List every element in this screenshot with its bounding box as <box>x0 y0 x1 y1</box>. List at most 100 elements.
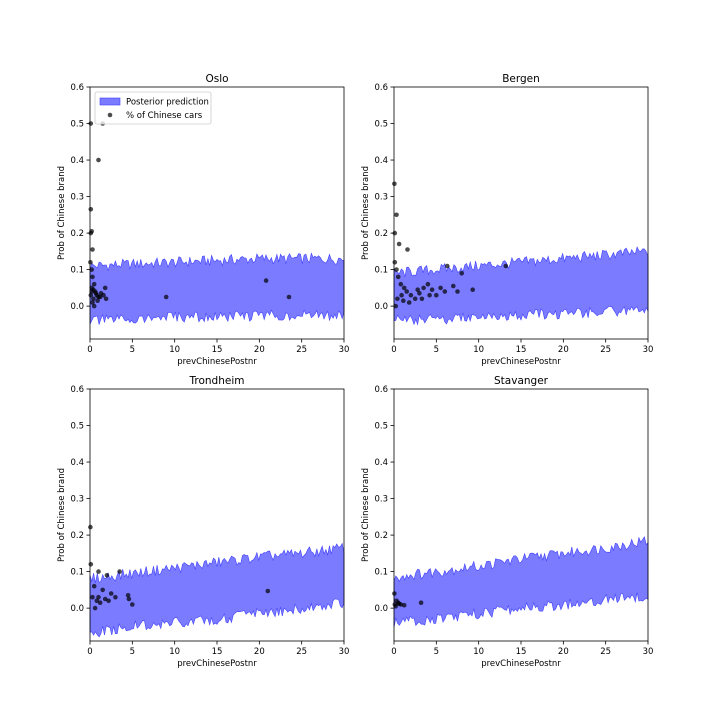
x-tick-label: 15 <box>212 647 223 657</box>
subplot-title: Trondheim <box>189 375 245 387</box>
x-tick-label: 25 <box>600 345 611 355</box>
y-tick-label: 0.1 <box>70 568 84 578</box>
legend-label: Posterior prediction <box>126 98 209 108</box>
x-tick-label: 0 <box>87 345 92 355</box>
y-axis-label: Prob of Chinese brand <box>57 166 67 260</box>
data-point <box>93 291 99 296</box>
data-point <box>459 271 465 276</box>
y-tick-label: 0.2 <box>374 229 388 239</box>
y-tick-label: 0.1 <box>374 568 388 578</box>
subplot-oslo: 0 5 10 15 20 25 30 0.0 0.1 0.2 0.3 0.4 0.5 0.6 Oslo pre… <box>57 73 349 367</box>
x-tick-label: 5 <box>434 345 439 355</box>
data-point <box>90 274 95 280</box>
y-axis-label: Prob of Chinese brand <box>361 166 371 260</box>
subplot-stavanger: 0 5 10 15 20 25 30 0.0 0.1 0.2 0.3 0.4 0.5 0.6 Stavang… <box>361 375 653 669</box>
x-tick-label: 25 <box>296 647 307 657</box>
data-point <box>438 285 443 291</box>
data-point <box>100 587 105 593</box>
data-point <box>88 207 94 212</box>
data-point <box>126 596 132 602</box>
x-tick-label: 10 <box>473 345 484 355</box>
data-point <box>108 591 114 596</box>
data-point <box>102 285 108 291</box>
data-point <box>96 569 101 574</box>
data-point <box>91 296 96 302</box>
data-point <box>113 594 118 600</box>
y-tick-label: 0.5 <box>70 120 84 130</box>
data-point <box>92 605 98 611</box>
y-tick-label: 0.6 <box>374 83 388 93</box>
x-tick-label: 0 <box>391 345 396 355</box>
x-axis-label: prevChinesePostnr <box>177 659 257 669</box>
y-tick-label: 0.4 <box>374 156 388 166</box>
data-point <box>421 285 426 291</box>
data-point <box>405 247 410 252</box>
y-tick-label: 0.5 <box>70 422 84 432</box>
data-point <box>91 281 97 287</box>
y-tick-label: 0.4 <box>70 458 84 468</box>
data-point <box>393 604 399 609</box>
data-point <box>394 267 399 272</box>
data-point <box>263 278 269 283</box>
data-point <box>401 602 407 608</box>
x-tick-label: 30 <box>339 647 350 657</box>
data-point <box>130 602 135 607</box>
data-point <box>392 591 397 596</box>
y-tick-label: 0.0 <box>374 604 388 614</box>
legend-box <box>94 91 212 125</box>
x-axis-label: prevChinesePostnr <box>177 357 257 367</box>
legend-label: % of Chinese cars <box>126 111 203 121</box>
data-point <box>401 285 407 291</box>
data-point <box>97 600 103 605</box>
data-point <box>102 596 108 602</box>
data-point <box>417 291 422 296</box>
data-point <box>91 287 96 293</box>
data-point <box>91 583 97 589</box>
x-tick-label: 20 <box>254 345 265 355</box>
subplot-trondheim: 0 5 10 15 20 25 30 0.0 0.1 0.2 0.3 0.4 0.5 0.6 Trondhe… <box>57 375 349 669</box>
data-point <box>429 287 435 293</box>
data-point <box>395 274 401 280</box>
data-point <box>286 294 292 300</box>
data-point <box>415 287 421 293</box>
data-point <box>425 281 431 287</box>
data-point <box>106 598 111 604</box>
data-point <box>90 594 95 600</box>
data-point <box>392 260 398 265</box>
x-tick-label: 15 <box>516 647 527 657</box>
x-tick-label: 20 <box>558 345 569 355</box>
data-point <box>265 588 271 594</box>
data-point <box>163 294 169 300</box>
data-point <box>395 296 400 302</box>
y-tick-label: 0.1 <box>70 266 84 276</box>
y-tick-label: 0.4 <box>374 458 388 468</box>
data-point <box>503 263 509 269</box>
data-point <box>434 292 439 298</box>
legend-band-swatch <box>99 97 121 106</box>
x-tick-label: 10 <box>169 647 180 657</box>
data-point <box>419 296 425 302</box>
y-tick-label: 0.3 <box>70 193 84 203</box>
y-tick-label: 0.3 <box>374 495 388 505</box>
data-point <box>117 569 122 574</box>
y-tick-label: 0.2 <box>374 531 388 541</box>
data-point <box>396 241 402 247</box>
y-tick-label: 0.5 <box>374 422 388 432</box>
data-point <box>392 181 397 187</box>
x-tick-label: 5 <box>130 647 135 657</box>
data-point <box>89 267 94 272</box>
posterior-band <box>393 246 649 326</box>
x-tick-label: 10 <box>169 345 180 355</box>
x-tick-label: 10 <box>473 647 484 657</box>
data-point <box>90 300 95 305</box>
y-tick-label: 0.6 <box>70 83 84 93</box>
x-tick-label: 25 <box>600 647 611 657</box>
x-tick-label: 15 <box>212 345 223 355</box>
x-axis-label: prevChinesePostnr <box>481 357 561 367</box>
x-tick-label: 5 <box>434 647 439 657</box>
data-point <box>125 593 131 598</box>
x-tick-label: 0 <box>87 647 92 657</box>
x-tick-label: 20 <box>254 647 265 657</box>
y-tick-label: 0.3 <box>70 495 84 505</box>
x-tick-label: 30 <box>643 345 654 355</box>
